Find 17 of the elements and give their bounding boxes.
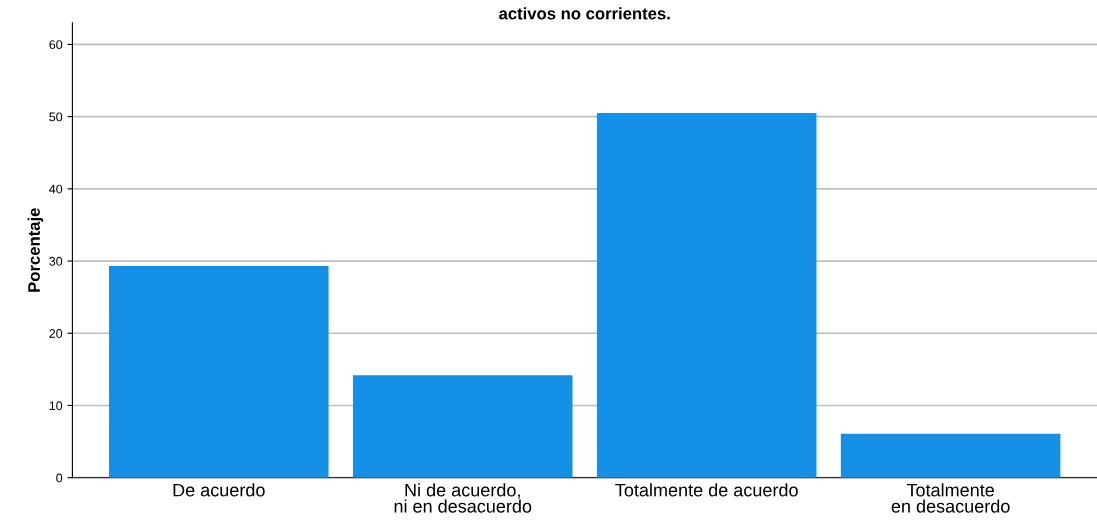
bar: [108, 266, 329, 478]
y-axis-title: Porcentaje: [27, 208, 44, 292]
chart-title: activos no corrientes.: [499, 7, 670, 20]
y-tick-label: 0: [56, 473, 63, 483]
bar: [596, 113, 817, 478]
x-tick-label: Ni de acuerdo, ni en desacuerdo: [394, 483, 532, 513]
y-tick-label: 60: [49, 40, 63, 50]
bar: [352, 375, 573, 478]
y-tick-label: 50: [49, 112, 63, 122]
y-tick-label: 40: [49, 184, 63, 194]
y-tick-label: 20: [49, 329, 63, 338]
x-tick-label: Totalmente de acuerdo: [615, 483, 798, 497]
x-tick-label: De acuerdo: [173, 483, 265, 497]
x-tick-label: Totalmente en desacuerdo: [891, 483, 1010, 513]
bar: [840, 433, 1061, 478]
y-tick-label: 30: [49, 256, 63, 266]
y-tick-label: 10: [49, 401, 63, 411]
